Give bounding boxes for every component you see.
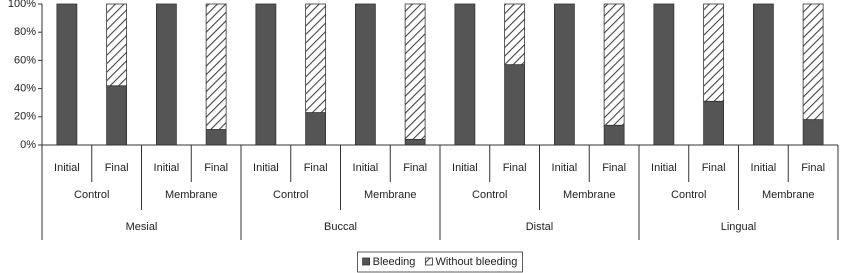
x-tick-label: Initial — [552, 162, 578, 174]
x-tick-label: Initial — [751, 162, 777, 174]
y-tick-label: 40% — [14, 83, 36, 95]
group-label: Mesial — [126, 221, 158, 233]
bar-segment — [354, 3, 376, 146]
x-tick-label: Final — [204, 162, 228, 174]
x-tick-label: Initial — [253, 162, 279, 174]
y-tick-label: 0% — [20, 139, 36, 151]
bar-segment — [454, 3, 476, 146]
y-tick-label: 20% — [14, 111, 36, 123]
y-tick-label: 100% — [8, 0, 36, 10]
bar-segment — [703, 100, 725, 146]
x-tick-label: Final — [602, 162, 626, 174]
x-tick-label: Initial — [452, 162, 478, 174]
x-tick-label: Initial — [154, 162, 180, 174]
x-tick-label: Initial — [54, 162, 80, 174]
x-tick-label: Final — [304, 162, 328, 174]
legend-label: Bleeding — [373, 256, 416, 268]
x-tick-label: Initial — [651, 162, 677, 174]
group-label: Buccal — [324, 221, 357, 233]
subgroup-label: Membrane — [762, 189, 815, 201]
legend-label: Without bleeding — [435, 256, 517, 268]
legend-swatch — [362, 257, 371, 266]
subgroup-label: Membrane — [364, 189, 417, 201]
subgroup-label: Control — [74, 189, 109, 201]
y-tick-label: 80% — [14, 26, 36, 38]
legend-box — [357, 251, 523, 273]
bar-segment — [752, 3, 774, 146]
bar-segment — [205, 129, 227, 146]
bar-segment — [553, 3, 575, 146]
bar-segment — [802, 3, 824, 121]
subgroup-label: Membrane — [165, 189, 218, 201]
bar-segment — [255, 3, 277, 146]
subgroup-label: Control — [273, 189, 308, 201]
bar-segment — [56, 3, 78, 146]
x-tick-label: Initial — [353, 162, 379, 174]
bar-segment — [653, 3, 675, 146]
bar-segment — [205, 3, 227, 130]
bar-segment — [305, 3, 327, 113]
bar-segment — [603, 124, 625, 146]
bar-segment — [106, 3, 128, 87]
x-tick-label: Final — [801, 162, 825, 174]
bar-segment — [106, 85, 128, 146]
x-tick-label: Final — [702, 162, 726, 174]
subgroup-label: Control — [671, 189, 706, 201]
subgroup-label: Membrane — [563, 189, 616, 201]
bar-segment — [404, 3, 426, 140]
bar-segment — [504, 3, 526, 66]
subgroup-label: Control — [472, 189, 507, 201]
bar-segment — [155, 3, 177, 146]
x-tick-label: Final — [403, 162, 427, 174]
bar-segment — [802, 119, 824, 146]
y-tick-label: 60% — [14, 54, 36, 66]
bar-segment — [603, 3, 625, 126]
legend-swatch — [425, 257, 433, 266]
group-label: Distal — [526, 221, 554, 233]
bar-segment — [703, 3, 725, 102]
group-label: Lingual — [721, 221, 756, 233]
x-tick-label: Final — [503, 162, 527, 174]
bar-segment — [305, 112, 327, 146]
bar-segment — [504, 64, 526, 146]
legend: Bleeding Without bleeding — [357, 251, 523, 273]
bar-segment — [404, 138, 426, 146]
x-tick-label: Final — [105, 162, 129, 174]
